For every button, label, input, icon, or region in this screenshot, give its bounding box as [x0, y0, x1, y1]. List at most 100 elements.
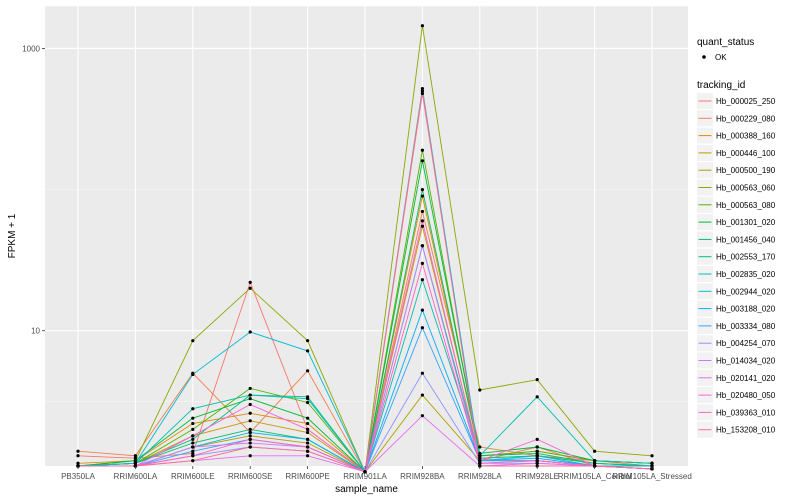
data-point — [535, 461, 539, 465]
y-axis: 1000 10 — [22, 44, 45, 336]
legend-series-label: Hb_153208_010 — [716, 426, 776, 435]
data-point — [248, 393, 252, 397]
data-point — [535, 378, 539, 382]
legend-series-label: Hb_004254_070 — [716, 339, 776, 348]
data-point — [248, 280, 252, 284]
data-point — [420, 371, 424, 375]
data-point — [420, 148, 424, 152]
legend-series-label: Hb_000025_250 — [716, 97, 776, 106]
data-point — [478, 451, 482, 456]
data-point — [133, 459, 137, 463]
data-point — [248, 386, 252, 391]
data-point — [306, 349, 310, 353]
data-point — [535, 451, 539, 456]
data-point — [306, 369, 310, 373]
data-point — [191, 339, 195, 343]
data-point — [306, 397, 310, 401]
data-point — [306, 437, 310, 441]
data-point — [191, 451, 195, 456]
data-point — [478, 461, 482, 465]
data-point — [306, 416, 310, 420]
data-point — [191, 441, 195, 445]
legend-series-label: Hb_014034_020 — [716, 357, 776, 366]
data-point — [133, 456, 137, 460]
x-tick-label: RRIM928LA — [458, 472, 502, 481]
legend-series-label: Hb_003188_020 — [716, 305, 776, 314]
x-tick-label: RRIM928LE — [515, 472, 559, 481]
x-axis: PB350LA RRIM600LA RRIM600LE RRIM600SE RRIM60… — [61, 466, 692, 481]
data-point — [478, 445, 482, 449]
data-point — [248, 330, 252, 334]
data-point — [535, 395, 539, 399]
data-point — [248, 397, 252, 401]
data-point — [191, 421, 195, 426]
data-point — [650, 454, 654, 458]
data-point — [535, 445, 539, 449]
data-point — [420, 219, 424, 223]
x-tick-label: RRIM600LE — [171, 472, 215, 481]
data-point — [420, 278, 424, 282]
data-point — [420, 308, 424, 312]
data-point — [248, 434, 252, 438]
data-point — [420, 194, 424, 198]
data-point — [535, 454, 539, 458]
x-tick-label: RRIM600LA — [114, 472, 158, 481]
data-point — [420, 326, 424, 330]
data-point — [248, 419, 252, 423]
data-point — [191, 459, 195, 463]
x-tick-label: RRIM901LA — [343, 472, 387, 481]
data-point — [248, 286, 252, 290]
data-point — [420, 86, 424, 91]
y-tick-label: 1000 — [22, 44, 40, 53]
data-point — [133, 454, 137, 458]
data-point — [248, 441, 252, 445]
data-point — [306, 421, 310, 426]
data-point — [76, 454, 80, 458]
legend-series-label: Hb_020141_020 — [716, 374, 776, 383]
data-point — [248, 445, 252, 449]
x-tick-label: PB350LA — [61, 472, 95, 481]
data-point — [191, 454, 195, 458]
data-point — [191, 407, 195, 411]
legend-series-label: Hb_000563_060 — [716, 184, 776, 193]
data-point — [306, 454, 310, 458]
legend-series-label: Hb_002835_020 — [716, 270, 776, 279]
legend-point-key — [702, 55, 706, 59]
data-point — [420, 89, 424, 93]
legend-series-label: Hb_001301_020 — [716, 218, 776, 227]
data-point — [478, 456, 482, 460]
legend-series-label: Hb_000388_160 — [716, 132, 776, 141]
data-point — [420, 159, 424, 163]
legend-series-label: Hb_001456_040 — [716, 235, 776, 244]
data-point — [593, 449, 597, 453]
x-axis-title: sample_name — [335, 484, 398, 495]
data-point — [420, 393, 424, 397]
data-point — [420, 91, 424, 96]
data-point — [248, 402, 252, 407]
x-tick-label: RRIM105LA_Stressed — [612, 472, 692, 481]
legend-series-label: Hb_002944_020 — [716, 287, 776, 296]
legend-title-tracking-id: tracking_id — [697, 80, 745, 91]
legend-series-label: Hb_039363_010 — [716, 408, 776, 417]
data-point — [133, 461, 137, 465]
data-point — [535, 449, 539, 453]
data-point — [306, 400, 310, 405]
data-point — [363, 470, 367, 474]
legend-series-entries: Hb_000025_250 Hb_000229_080 Hb_000388_160 H… — [697, 93, 776, 438]
data-point — [191, 434, 195, 438]
data-point — [306, 445, 310, 449]
data-point — [191, 437, 195, 441]
data-point — [420, 244, 424, 248]
data-point — [593, 461, 597, 465]
data-point — [306, 427, 310, 431]
legend: quant_status OK tracking_id Hb_000025_25… — [697, 37, 776, 438]
data-point — [306, 441, 310, 445]
data-point — [535, 459, 539, 463]
legend-series-label: Hb_002553_170 — [716, 253, 776, 262]
data-points — [76, 24, 654, 474]
data-point — [420, 261, 424, 265]
legend-series-label: Hb_000500_190 — [716, 166, 776, 175]
data-point — [478, 454, 482, 458]
data-point — [478, 388, 482, 392]
